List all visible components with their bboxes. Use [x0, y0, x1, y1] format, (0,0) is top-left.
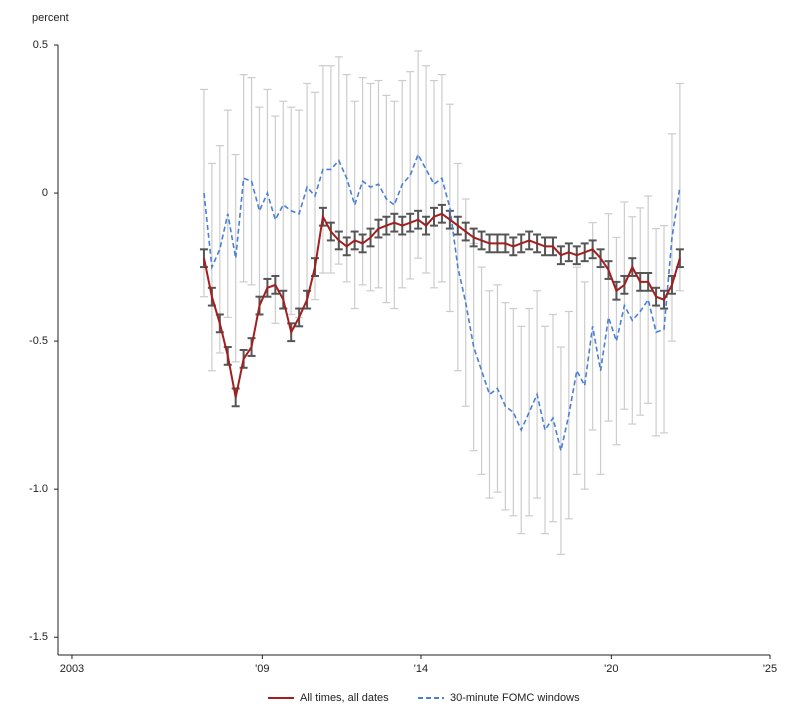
y-tick-label: 0	[42, 187, 48, 199]
error-bar	[485, 290, 494, 499]
error-bar	[350, 100, 359, 310]
error-bar	[279, 100, 288, 310]
error-bar	[525, 307, 534, 517]
error-bar	[239, 74, 248, 283]
error-bar	[644, 195, 653, 404]
error-bar	[612, 236, 621, 446]
error-bar	[469, 242, 478, 452]
error-bar	[604, 213, 613, 422]
error-bar	[231, 153, 240, 363]
y-axis-label: percent	[32, 12, 69, 24]
error-bar	[580, 281, 589, 490]
error-bar	[541, 325, 550, 535]
error-bar	[429, 79, 438, 289]
error-bar	[406, 71, 415, 280]
x-tick-label: '25	[763, 663, 777, 675]
error-bar	[509, 307, 518, 517]
x-tick-label: '09	[255, 663, 269, 675]
error-bar	[422, 65, 431, 274]
legend-label: 30-minute FOMC windows	[450, 692, 580, 704]
legend-label: All times, all dates	[300, 692, 389, 704]
error-bar	[556, 346, 565, 555]
y-tick-label: -1.5	[29, 631, 48, 643]
y-tick-label: 0.5	[33, 39, 48, 51]
x-tick-label: '20	[604, 663, 618, 675]
x-tick-label: 2003	[60, 663, 84, 675]
error-bar	[199, 248, 208, 269]
y-tick-label: -1.0	[29, 483, 48, 495]
error-bar	[477, 266, 486, 475]
error-bar	[572, 266, 581, 475]
series-line	[203, 152, 681, 451]
series-line	[203, 212, 681, 398]
error-bar	[390, 100, 399, 310]
error-bar	[255, 106, 264, 316]
x-tick-label: '14	[414, 663, 428, 675]
y-tick-label: -0.5	[29, 335, 48, 347]
